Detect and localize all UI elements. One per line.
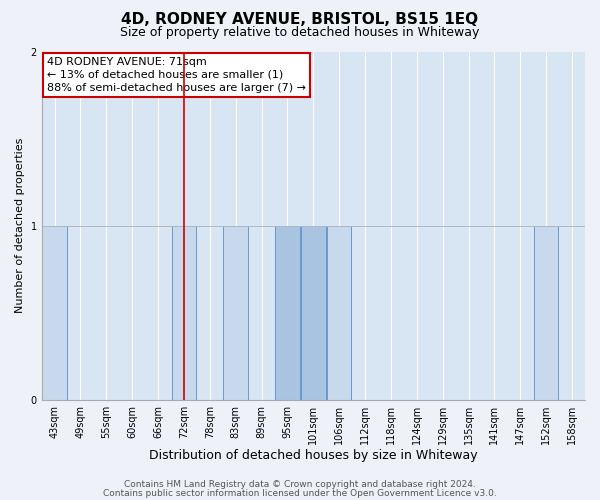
Bar [275, 226, 300, 400]
Text: 4D RODNEY AVENUE: 71sqm
← 13% of detached houses are smaller (1)
88% of semi-det: 4D RODNEY AVENUE: 71sqm ← 13% of detache… [47, 56, 306, 93]
Bar [172, 226, 196, 400]
Text: Contains public sector information licensed under the Open Government Licence v3: Contains public sector information licen… [103, 488, 497, 498]
Bar [223, 226, 248, 400]
Text: Contains HM Land Registry data © Crown copyright and database right 2024.: Contains HM Land Registry data © Crown c… [124, 480, 476, 489]
Bar [327, 226, 352, 400]
Y-axis label: Number of detached properties: Number of detached properties [15, 138, 25, 314]
Text: 4D, RODNEY AVENUE, BRISTOL, BS15 1EQ: 4D, RODNEY AVENUE, BRISTOL, BS15 1EQ [121, 12, 479, 28]
Bar [43, 226, 67, 400]
Bar [534, 226, 559, 400]
Bar [301, 226, 326, 400]
X-axis label: Distribution of detached houses by size in Whiteway: Distribution of detached houses by size … [149, 450, 478, 462]
Text: Size of property relative to detached houses in Whiteway: Size of property relative to detached ho… [121, 26, 479, 39]
